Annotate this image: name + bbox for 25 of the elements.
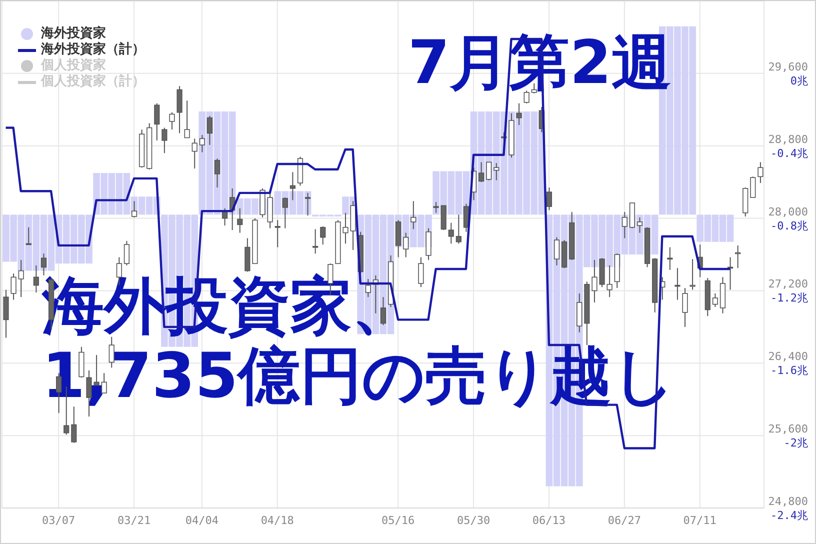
y2-tick-label: -0.8兆 (770, 219, 808, 232)
x-tick-label: 03/21 (117, 514, 151, 527)
x-tick-label: 03/07 (42, 514, 76, 527)
y-tick-label: 28,000 (768, 205, 808, 218)
y-tick-label: 24,800 (768, 495, 808, 508)
x-tick-label: 07/11 (683, 514, 716, 527)
x-tick-label: 04/18 (260, 514, 294, 527)
y2-tick-label: -0.4兆 (770, 146, 808, 160)
legend-label: 海外投資家（計） (41, 42, 145, 58)
x-tick-label: 05/30 (456, 514, 490, 527)
x-tick-label: 06/27 (608, 514, 641, 527)
y2-tick-label: -2.4兆 (770, 509, 808, 522)
y2-tick-label: -1.2兆 (770, 292, 808, 305)
x-tick-label: 05/16 (382, 514, 415, 527)
y-tick-label: 26,400 (768, 350, 808, 364)
y-tick-label: 25,600 (768, 422, 808, 436)
y-tick-label: 27,200 (768, 278, 808, 291)
y2-tick-label: -2兆 (784, 436, 808, 450)
y2-tick-label: 0兆 (790, 74, 808, 88)
legend-label: 海外投資家 (41, 26, 106, 42)
y-tick-label: 29,600 (768, 60, 808, 74)
x-tick-label: 04/04 (185, 514, 219, 527)
x-tick-label: 06/13 (532, 514, 566, 527)
y-tick-label: 28,800 (768, 132, 808, 146)
y2-tick-label: -1.6兆 (770, 364, 808, 378)
